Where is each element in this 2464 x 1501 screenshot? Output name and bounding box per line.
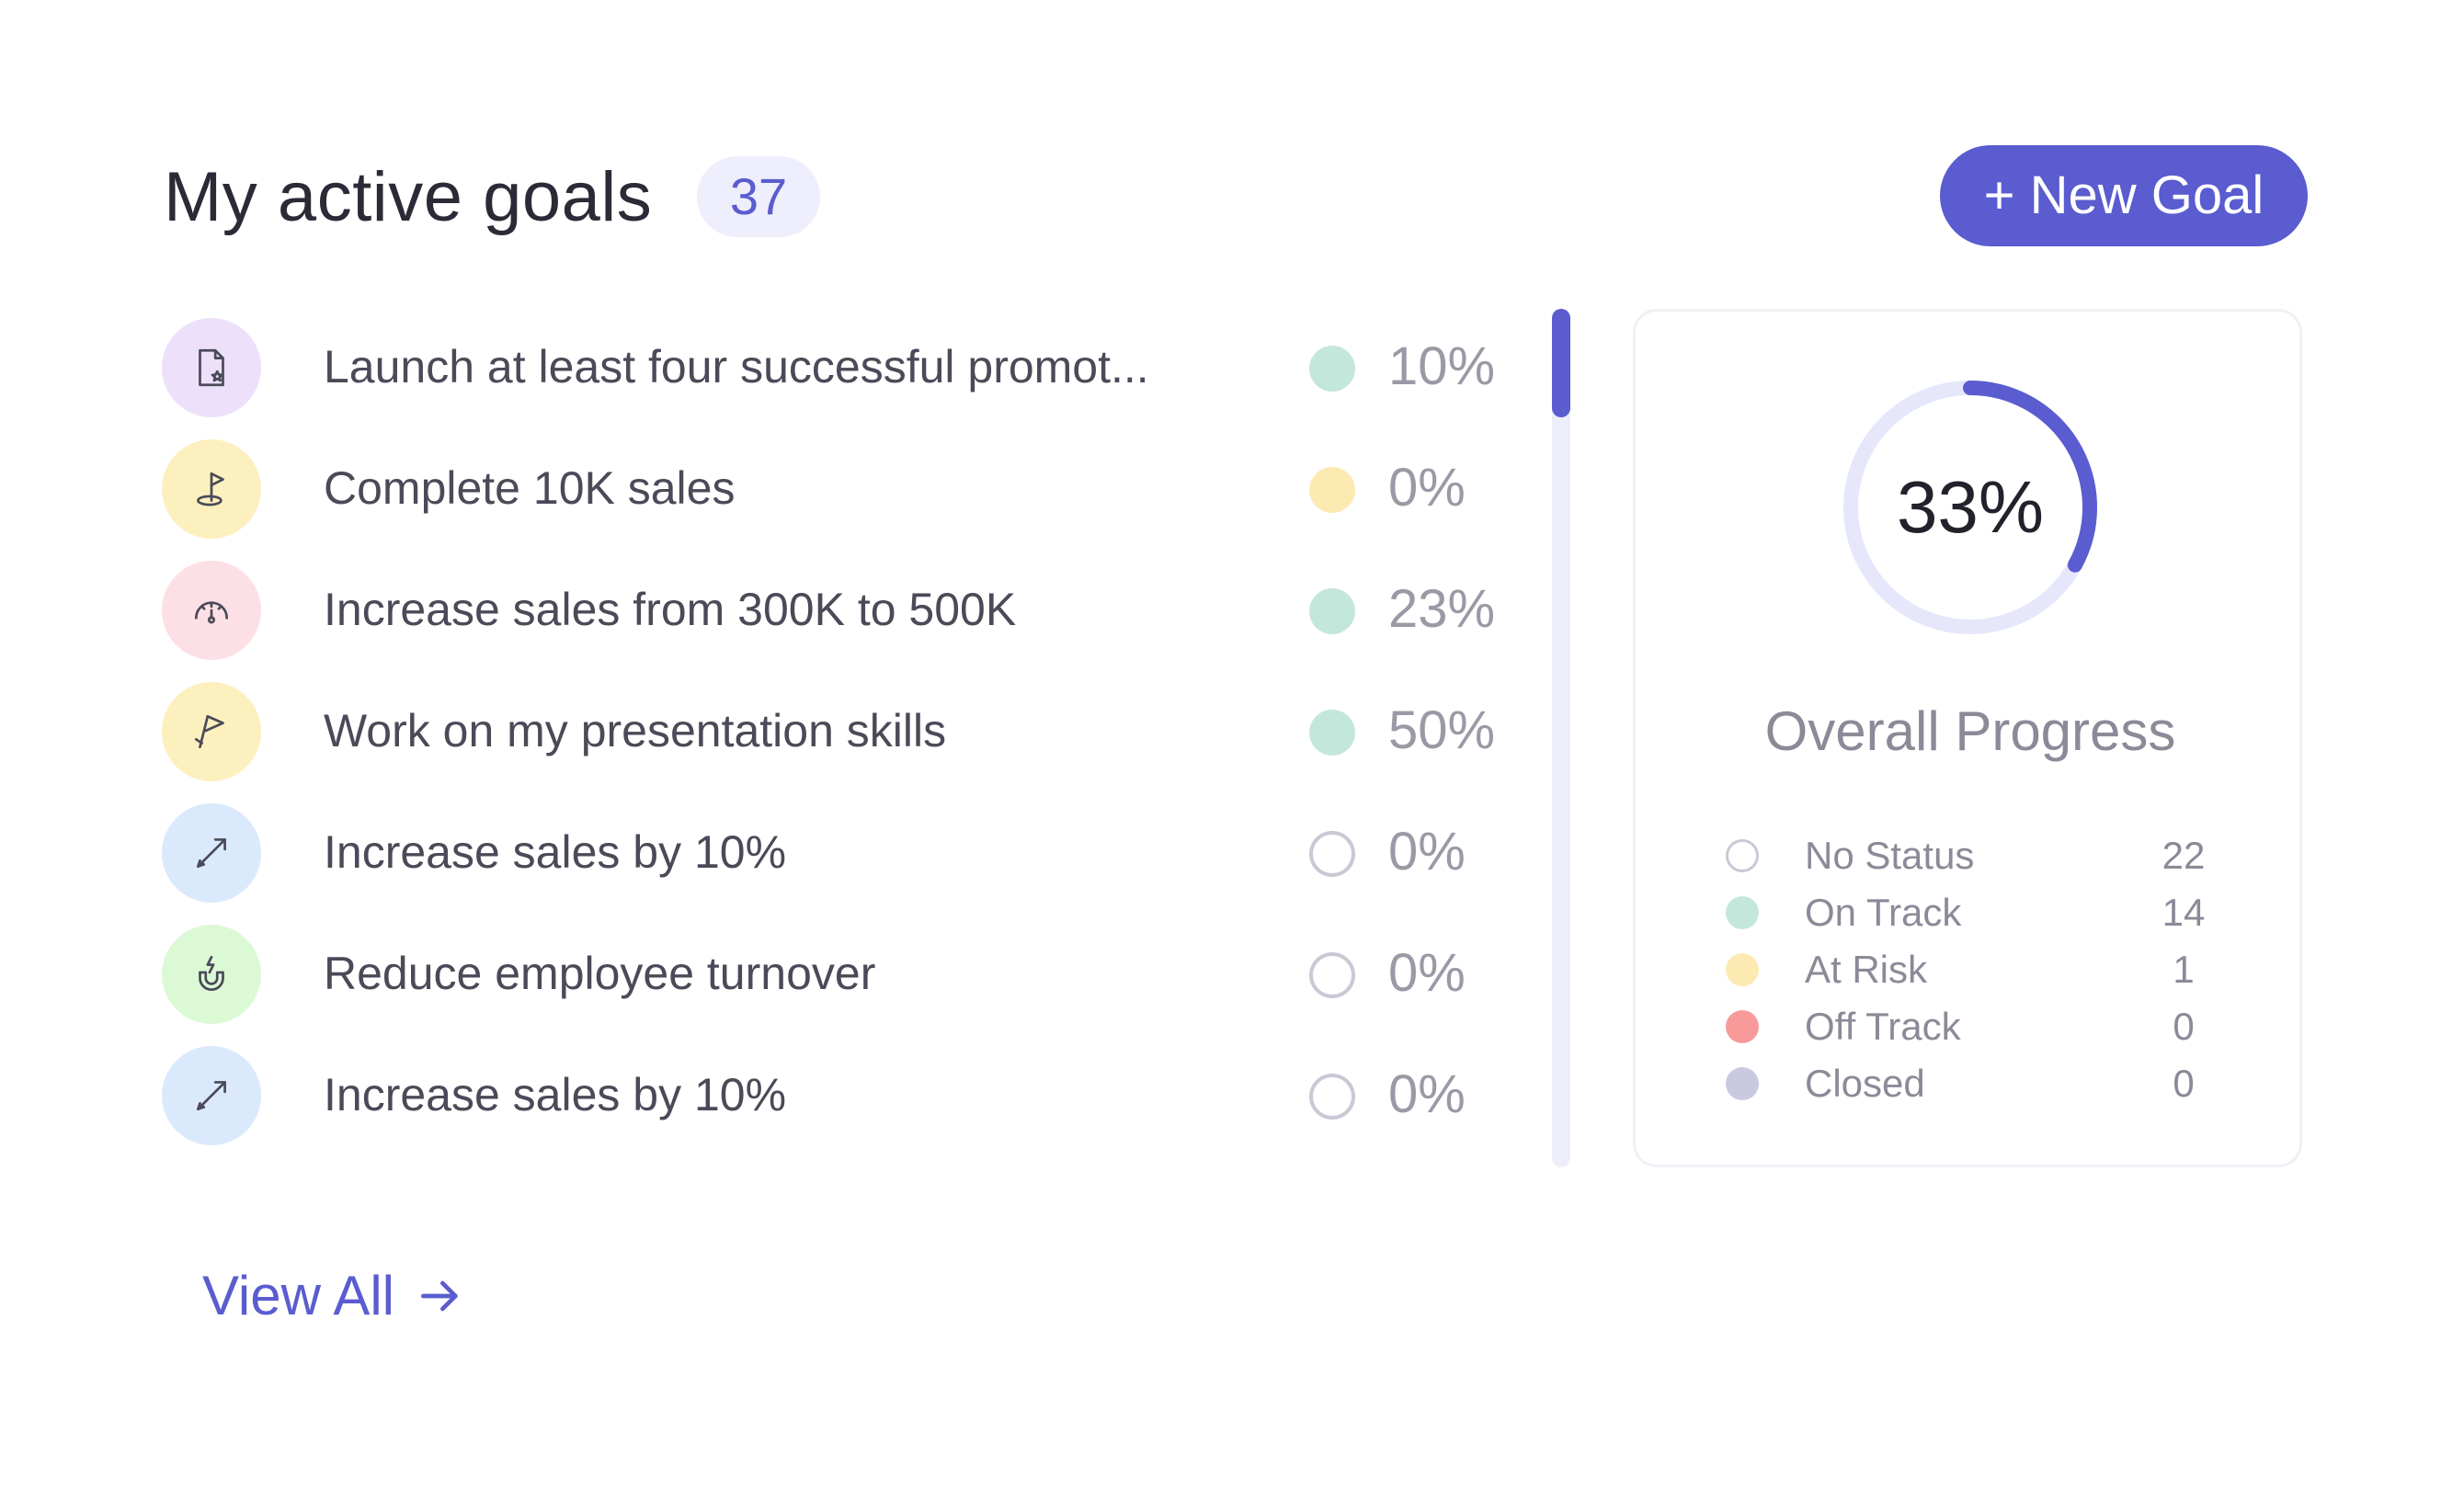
status-dot-on-track <box>1309 710 1355 756</box>
view-all-link[interactable]: View All <box>202 1259 466 1333</box>
status-dot-no-status <box>1309 952 1355 998</box>
legend-dot <box>1726 1067 1759 1100</box>
legend-dot <box>1726 953 1759 986</box>
goal-title: Launch at least four successful promot..… <box>324 341 1149 392</box>
flag-icon <box>162 682 261 781</box>
view-all-label: View All <box>202 1265 395 1326</box>
goal-title: Complete 10K sales <box>324 462 736 514</box>
status-dot-no-status <box>1309 1074 1355 1120</box>
arrow-right-icon <box>421 1280 458 1312</box>
status-dot-at-risk <box>1309 467 1355 513</box>
goal-title: Increase sales by 10% <box>324 1069 787 1120</box>
arrow-icon <box>162 803 261 903</box>
goal-row[interactable]: Work on my presentation skills 50% <box>162 673 1541 794</box>
goal-list-scrollbar[interactable] <box>1552 309 1570 1167</box>
legend-item-at-risk: At Risk 1 <box>1726 940 2241 997</box>
goal-title: Reduce employee turnover <box>324 948 876 999</box>
goal-title: Increase sales from 300K to 500K <box>324 584 1017 635</box>
legend-count: 0 <box>2173 1062 2195 1105</box>
gauge-icon <box>162 561 261 660</box>
donut-progress-arc <box>1843 381 2097 634</box>
legend-label: Closed <box>1805 1062 1925 1105</box>
legend-count: 0 <box>2173 1005 2195 1048</box>
overall-progress-card: 33% Overall Progress No Status 22 On Tra… <box>1633 309 2302 1167</box>
legend-count: 14 <box>2162 891 2206 934</box>
goal-percent: 0% <box>1388 943 1466 1003</box>
legend-label: Off Track <box>1805 1005 1961 1048</box>
goal-row[interactable]: Increase sales by 10% 0% <box>162 794 1541 915</box>
legend-dot <box>1726 896 1759 929</box>
goal-row[interactable]: Complete 10K sales 0% <box>162 430 1541 552</box>
legend-count: 1 <box>2173 948 2195 991</box>
status-dot-on-track <box>1309 346 1355 392</box>
overall-percent: 33% <box>1896 466 2045 548</box>
status-dot-no-status <box>1309 831 1355 877</box>
goal-percent: 10% <box>1388 336 1496 396</box>
page-title: My active goals <box>164 158 653 236</box>
goal-title: Increase sales by 10% <box>324 826 787 878</box>
goal-row[interactable]: Launch at least four successful promot..… <box>162 309 1541 430</box>
legend-item-off-track: Off Track 0 <box>1726 997 2241 1054</box>
legend-item-on-track: On Track 14 <box>1726 883 2241 940</box>
document-star-icon <box>162 318 261 417</box>
overall-progress-title: Overall Progress <box>1764 700 2176 762</box>
goal-percent: 0% <box>1388 1064 1466 1124</box>
progress-donut <box>1843 381 2097 634</box>
goal-count-badge: 37 <box>697 156 820 237</box>
legend-item-no-status: No Status 22 <box>1726 826 2241 883</box>
goal-percent: 23% <box>1388 579 1496 639</box>
goal-percent: 50% <box>1388 700 1496 760</box>
goal-title: Work on my presentation skills <box>324 705 947 756</box>
goal-percent: 0% <box>1388 822 1466 881</box>
legend-item-closed: Closed 0 <box>1726 1054 2241 1111</box>
magnet-icon <box>162 925 261 1024</box>
goal-row[interactable]: Increase sales from 300K to 500K 23% <box>162 552 1541 673</box>
status-dot-on-track <box>1309 588 1355 634</box>
legend-label: At Risk <box>1805 948 1928 991</box>
legend-dot <box>1726 1010 1759 1043</box>
scrollbar-thumb[interactable] <box>1552 309 1570 417</box>
legend-dot <box>1726 839 1759 872</box>
flag-hole-icon <box>162 439 261 539</box>
legend-count: 22 <box>2162 834 2206 877</box>
legend-label: On Track <box>1805 891 1962 934</box>
goal-percent: 0% <box>1388 458 1466 517</box>
goal-row[interactable]: Reduce employee turnover 0% <box>162 915 1541 1037</box>
arrow-icon <box>162 1046 261 1145</box>
legend-label: No Status <box>1805 834 1975 877</box>
goal-row[interactable]: Increase sales by 10% 0% <box>162 1037 1541 1158</box>
new-goal-button[interactable]: + New Goal <box>1940 145 2308 246</box>
